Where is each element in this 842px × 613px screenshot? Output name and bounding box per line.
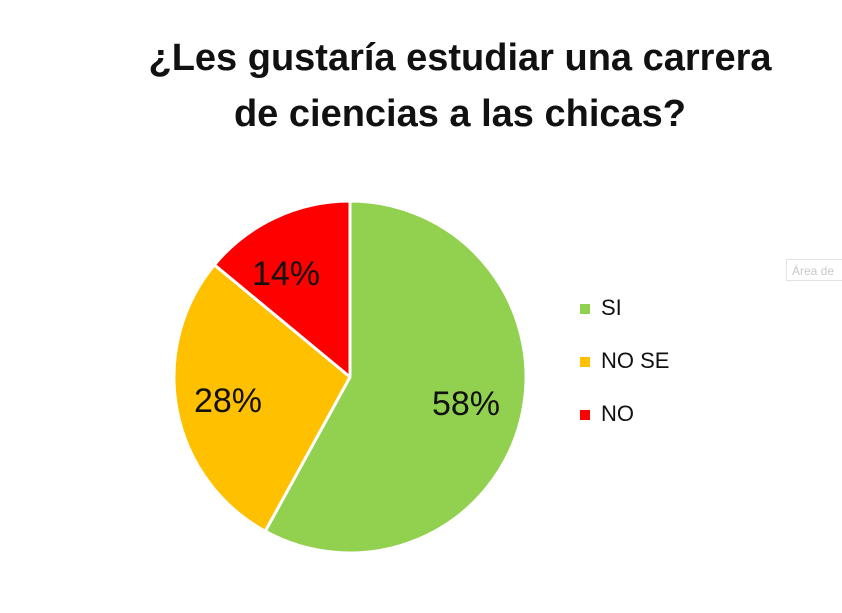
chart-legend: SI NO SE NO [580,295,669,426]
pie-slice-si [263,199,528,555]
legend-label-si: SI [601,295,622,320]
pie-slice-no [212,199,352,379]
data-label-no: 14% [252,255,320,293]
legend-swatch-no-se [580,357,590,367]
chart-title: ¿Les gustaría estudiar una carrera de ci… [148,37,772,135]
pie-slices [172,199,528,555]
legend-label-no: NO [601,401,634,426]
pie-data-labels: 58% 28% 14% [194,255,500,423]
legend-swatch-si [580,304,590,314]
pie-slice-no-se [172,263,352,533]
data-label-si: 58% [432,385,500,423]
data-label-no-se: 28% [194,382,262,420]
legend-swatch-no [580,410,590,420]
chart-area-tooltip: Área de [786,259,842,281]
legend-label-no-se: NO SE [601,348,669,373]
